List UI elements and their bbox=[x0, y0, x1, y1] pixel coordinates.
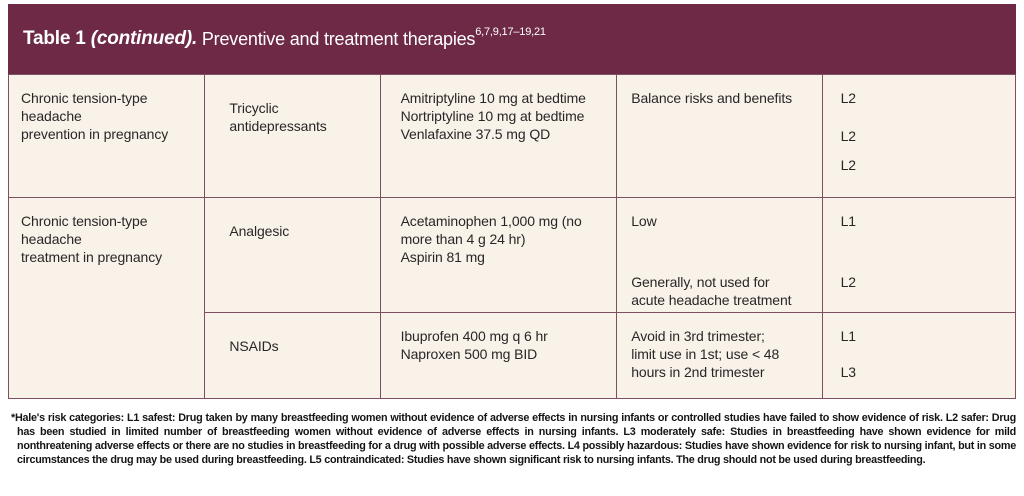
row-treatment-analgesic: Chronic tension-type headache treatment … bbox=[7, 197, 1017, 399]
page: Table 1 (continued). Preventive and trea… bbox=[7, 4, 1017, 466]
drug-line: Nortriptyline 10 mg at bedtime bbox=[400, 108, 585, 124]
table-title-text: Preventive and treatment therapies bbox=[197, 28, 476, 49]
drug-line: Amitriptyline 10 mg at bedtime bbox=[400, 90, 586, 106]
row-prevention-tricyclics: Chronic tension-type headache prevention… bbox=[7, 74, 1017, 198]
drug-line: Aspirin 81 mg bbox=[400, 249, 485, 265]
risk-text: Generally, not used for acute headache t… bbox=[631, 274, 792, 308]
table-continued-label: (continued). bbox=[90, 28, 198, 49]
rating-value: L2 bbox=[840, 90, 856, 106]
cell-risk-tricyclics: Balance risks and benefits bbox=[616, 74, 823, 198]
cell-drug-class-analgesic: Analgesic bbox=[204, 197, 381, 313]
drug-line: Venlafaxine 37.5 mg QD bbox=[400, 126, 551, 142]
condition-text: Chronic tension-type headache prevention… bbox=[21, 90, 169, 142]
rating-value: L2 bbox=[840, 157, 856, 173]
table-title-references: 6,7,9,17–19,21 bbox=[475, 26, 546, 38]
hales-risk-categories-footnote: *Hale's risk categories: L1 safest: Drug… bbox=[11, 412, 1016, 466]
table-number-label: Table 1 bbox=[23, 28, 91, 49]
cell-ratings-tricyclics: L2 L2 L2 bbox=[821, 74, 1017, 198]
risk-text: Low bbox=[631, 213, 657, 229]
rating-value: L1 bbox=[840, 213, 856, 229]
drug-class-text: Analgesic bbox=[229, 223, 290, 239]
cell-condition-prevention: Chronic tension-type headache prevention… bbox=[7, 74, 206, 198]
rating-value: L2 bbox=[840, 128, 856, 144]
drug-line: Naproxen 500 mg BID bbox=[400, 346, 538, 362]
cell-drug-class-tricyclics: Tricyclic antidepressants bbox=[204, 74, 381, 198]
rating-value: L2 bbox=[840, 274, 856, 290]
drug-line: Acetaminophen 1,000 mg (no more than 4 g… bbox=[400, 213, 582, 247]
rating-value: L1 bbox=[840, 328, 856, 344]
row-treatment-nsaids: NSAIDs Ibuprofen 400 mg q 6 hr Naproxen … bbox=[9, 312, 1017, 399]
risk-text: Avoid in 3rd trimester; limit use in 1st… bbox=[631, 328, 780, 380]
cell-drug-class-nsaids: NSAIDs bbox=[204, 312, 381, 399]
cell-drugs-analgesic: Acetaminophen 1,000 mg (no more than 4 g… bbox=[379, 197, 618, 313]
cell-risk-nsaids: Avoid in 3rd trimester; limit use in 1st… bbox=[616, 312, 823, 399]
drug-class-text: NSAIDs bbox=[229, 338, 279, 354]
drug-line: Ibuprofen 400 mg q 6 hr bbox=[400, 328, 548, 344]
condition-text: Chronic tension-type headache treatment … bbox=[21, 213, 162, 265]
rating-value: L3 bbox=[840, 364, 856, 380]
cell-drugs-nsaids: Ibuprofen 400 mg q 6 hr Naproxen 500 mg … bbox=[379, 312, 618, 399]
cell-ratings-nsaids: L1 L3 bbox=[821, 312, 1017, 399]
risk-text: Balance risks and benefits bbox=[631, 90, 793, 106]
cell-ratings-analgesic: L1 L2 bbox=[821, 197, 1017, 313]
table-title-bar: Table 1 (continued). Preventive and trea… bbox=[8, 4, 1016, 74]
cell-risk-analgesic: Low Generally, not used for acute headac… bbox=[616, 197, 823, 313]
drug-class-text: Tricyclic antidepressants bbox=[229, 100, 327, 134]
therapy-table: Chronic tension-type headache prevention… bbox=[7, 74, 1017, 399]
cell-condition-treatment: Chronic tension-type headache treatment … bbox=[7, 197, 206, 399]
cell-drugs-tricyclics: Amitriptyline 10 mg at bedtime Nortripty… bbox=[379, 74, 618, 198]
